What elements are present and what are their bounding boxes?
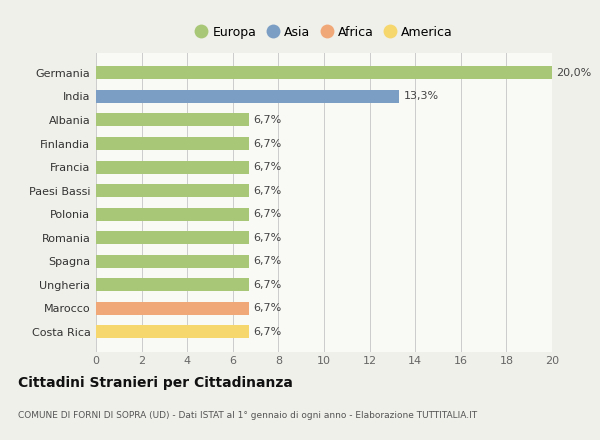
Legend: Europa, Asia, Africa, America: Europa, Asia, Africa, America — [193, 23, 455, 41]
Bar — [96, 114, 249, 126]
Text: 13,3%: 13,3% — [404, 92, 439, 102]
Bar — [96, 66, 552, 79]
Text: 6,7%: 6,7% — [253, 162, 281, 172]
Text: 20,0%: 20,0% — [557, 68, 592, 78]
Bar — [96, 326, 249, 338]
Text: 6,7%: 6,7% — [253, 256, 281, 266]
Text: COMUNE DI FORNI DI SOPRA (UD) - Dati ISTAT al 1° gennaio di ogni anno - Elaboraz: COMUNE DI FORNI DI SOPRA (UD) - Dati IST… — [18, 411, 477, 420]
Text: Cittadini Stranieri per Cittadinanza: Cittadini Stranieri per Cittadinanza — [18, 376, 293, 390]
Bar — [96, 208, 249, 220]
Text: 6,7%: 6,7% — [253, 233, 281, 243]
Text: 6,7%: 6,7% — [253, 209, 281, 219]
Text: 6,7%: 6,7% — [253, 280, 281, 290]
Text: 6,7%: 6,7% — [253, 115, 281, 125]
Bar — [96, 255, 249, 268]
Bar — [96, 231, 249, 244]
Text: 6,7%: 6,7% — [253, 303, 281, 313]
Bar — [96, 279, 249, 291]
Bar — [96, 90, 399, 103]
Text: 6,7%: 6,7% — [253, 139, 281, 149]
Bar — [96, 161, 249, 173]
Bar — [96, 137, 249, 150]
Bar — [96, 184, 249, 197]
Text: 6,7%: 6,7% — [253, 327, 281, 337]
Bar — [96, 302, 249, 315]
Text: 6,7%: 6,7% — [253, 186, 281, 196]
